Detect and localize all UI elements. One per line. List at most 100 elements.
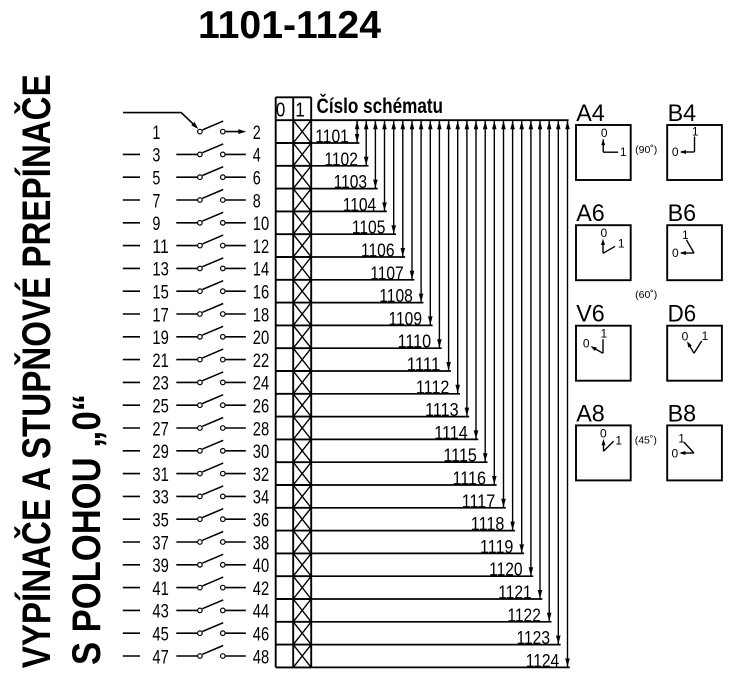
svg-text:29: 29 bbox=[152, 442, 168, 463]
svg-text:7: 7 bbox=[152, 191, 160, 212]
svg-text:0: 0 bbox=[600, 427, 607, 441]
svg-text:46: 46 bbox=[253, 625, 269, 646]
svg-text:1119: 1119 bbox=[480, 536, 514, 557]
svg-text:1105: 1105 bbox=[352, 217, 386, 238]
svg-text:22: 22 bbox=[253, 351, 269, 372]
svg-text:3: 3 bbox=[152, 146, 160, 167]
svg-text:18: 18 bbox=[253, 305, 269, 326]
svg-text:1: 1 bbox=[152, 123, 160, 144]
svg-text:(60˚): (60˚) bbox=[635, 289, 657, 301]
svg-text:8: 8 bbox=[253, 191, 261, 212]
svg-text:32: 32 bbox=[253, 465, 269, 486]
svg-text:48: 48 bbox=[253, 647, 269, 668]
svg-text:47: 47 bbox=[152, 647, 168, 668]
svg-text:39: 39 bbox=[152, 556, 168, 577]
svg-text:1109: 1109 bbox=[389, 308, 423, 329]
svg-text:1: 1 bbox=[615, 434, 622, 448]
svg-text:1110: 1110 bbox=[398, 331, 432, 352]
svg-text:35: 35 bbox=[152, 511, 168, 532]
svg-text:12: 12 bbox=[253, 237, 269, 258]
svg-text:1115: 1115 bbox=[443, 445, 477, 466]
svg-text:1114: 1114 bbox=[434, 422, 468, 443]
svg-text:20: 20 bbox=[253, 328, 269, 349]
svg-text:D6: D6 bbox=[668, 301, 697, 328]
svg-text:1: 1 bbox=[678, 431, 685, 445]
svg-text:0: 0 bbox=[682, 329, 689, 343]
svg-text:15: 15 bbox=[152, 283, 168, 304]
svg-text:36: 36 bbox=[253, 511, 269, 532]
svg-text:1108: 1108 bbox=[379, 285, 413, 306]
svg-text:1: 1 bbox=[618, 236, 625, 250]
svg-text:28: 28 bbox=[253, 419, 269, 440]
svg-text:1118: 1118 bbox=[471, 513, 505, 534]
svg-text:13: 13 bbox=[152, 260, 168, 281]
svg-text:23: 23 bbox=[152, 374, 168, 395]
svg-text:Číslo schématu: Číslo schématu bbox=[317, 94, 444, 118]
svg-text:6: 6 bbox=[253, 169, 261, 190]
svg-text:45: 45 bbox=[152, 625, 168, 646]
svg-text:24: 24 bbox=[253, 374, 270, 395]
svg-text:0: 0 bbox=[671, 446, 678, 460]
svg-text:1117: 1117 bbox=[462, 490, 496, 511]
svg-text:34: 34 bbox=[253, 488, 270, 509]
svg-text:1: 1 bbox=[682, 228, 689, 242]
svg-text:1122: 1122 bbox=[507, 604, 541, 625]
svg-text:30: 30 bbox=[253, 442, 269, 463]
svg-text:9: 9 bbox=[152, 214, 160, 235]
svg-text:1101-1124: 1101-1124 bbox=[198, 4, 381, 47]
svg-text:40: 40 bbox=[253, 556, 269, 577]
svg-text:26: 26 bbox=[253, 397, 269, 418]
svg-text:0: 0 bbox=[600, 226, 607, 240]
svg-text:A8: A8 bbox=[576, 400, 605, 427]
svg-text:B4: B4 bbox=[668, 100, 697, 127]
svg-text:37: 37 bbox=[152, 533, 168, 554]
svg-text:S POLOHOU „0“: S POLOHOU „0“ bbox=[65, 394, 109, 665]
svg-text:31: 31 bbox=[152, 465, 168, 486]
svg-text:(45˚): (45˚) bbox=[635, 434, 657, 446]
svg-text:B6: B6 bbox=[668, 200, 697, 227]
svg-text:1107: 1107 bbox=[370, 262, 404, 283]
svg-text:A6: A6 bbox=[576, 200, 605, 227]
svg-text:1113: 1113 bbox=[425, 399, 459, 420]
svg-text:0: 0 bbox=[672, 145, 679, 159]
svg-text:1: 1 bbox=[702, 329, 709, 343]
svg-text:10: 10 bbox=[253, 214, 269, 235]
svg-text:1123: 1123 bbox=[517, 627, 551, 648]
svg-text:43: 43 bbox=[152, 602, 168, 623]
svg-text:B8: B8 bbox=[668, 400, 697, 427]
svg-text:1104: 1104 bbox=[343, 194, 377, 215]
svg-text:A4: A4 bbox=[576, 100, 605, 127]
svg-text:42: 42 bbox=[253, 579, 269, 600]
svg-text:11: 11 bbox=[152, 237, 168, 258]
svg-text:1112: 1112 bbox=[416, 376, 450, 397]
svg-text:1116: 1116 bbox=[453, 468, 487, 489]
svg-text:1101: 1101 bbox=[315, 126, 349, 147]
svg-text:25: 25 bbox=[152, 397, 168, 418]
svg-text:5: 5 bbox=[152, 169, 160, 190]
svg-text:1: 1 bbox=[600, 326, 607, 340]
svg-text:VYPÍNAČE A STUPŇOVÉ PREPÍNAČE: VYPÍNAČE A STUPŇOVÉ PREPÍNAČE bbox=[13, 74, 59, 668]
svg-text:1120: 1120 bbox=[489, 559, 523, 580]
svg-text:(90˚): (90˚) bbox=[635, 144, 657, 156]
svg-text:V6: V6 bbox=[576, 301, 605, 328]
svg-text:4: 4 bbox=[253, 146, 261, 167]
svg-text:0: 0 bbox=[276, 99, 285, 121]
svg-text:1: 1 bbox=[620, 145, 627, 159]
svg-text:0: 0 bbox=[672, 246, 679, 260]
svg-text:0: 0 bbox=[601, 126, 608, 140]
svg-text:1103: 1103 bbox=[334, 171, 368, 192]
svg-text:14: 14 bbox=[253, 260, 270, 281]
svg-text:21: 21 bbox=[152, 351, 168, 372]
svg-text:1111: 1111 bbox=[407, 354, 441, 375]
svg-text:38: 38 bbox=[253, 533, 269, 554]
svg-text:1102: 1102 bbox=[324, 148, 358, 169]
svg-text:1124: 1124 bbox=[526, 650, 560, 671]
svg-text:19: 19 bbox=[152, 328, 168, 349]
svg-text:41: 41 bbox=[152, 579, 168, 600]
svg-text:1106: 1106 bbox=[361, 240, 395, 261]
svg-text:1121: 1121 bbox=[498, 582, 532, 603]
svg-text:17: 17 bbox=[152, 305, 168, 326]
svg-text:0: 0 bbox=[583, 337, 590, 351]
svg-text:16: 16 bbox=[253, 283, 269, 304]
svg-text:2: 2 bbox=[253, 123, 261, 144]
